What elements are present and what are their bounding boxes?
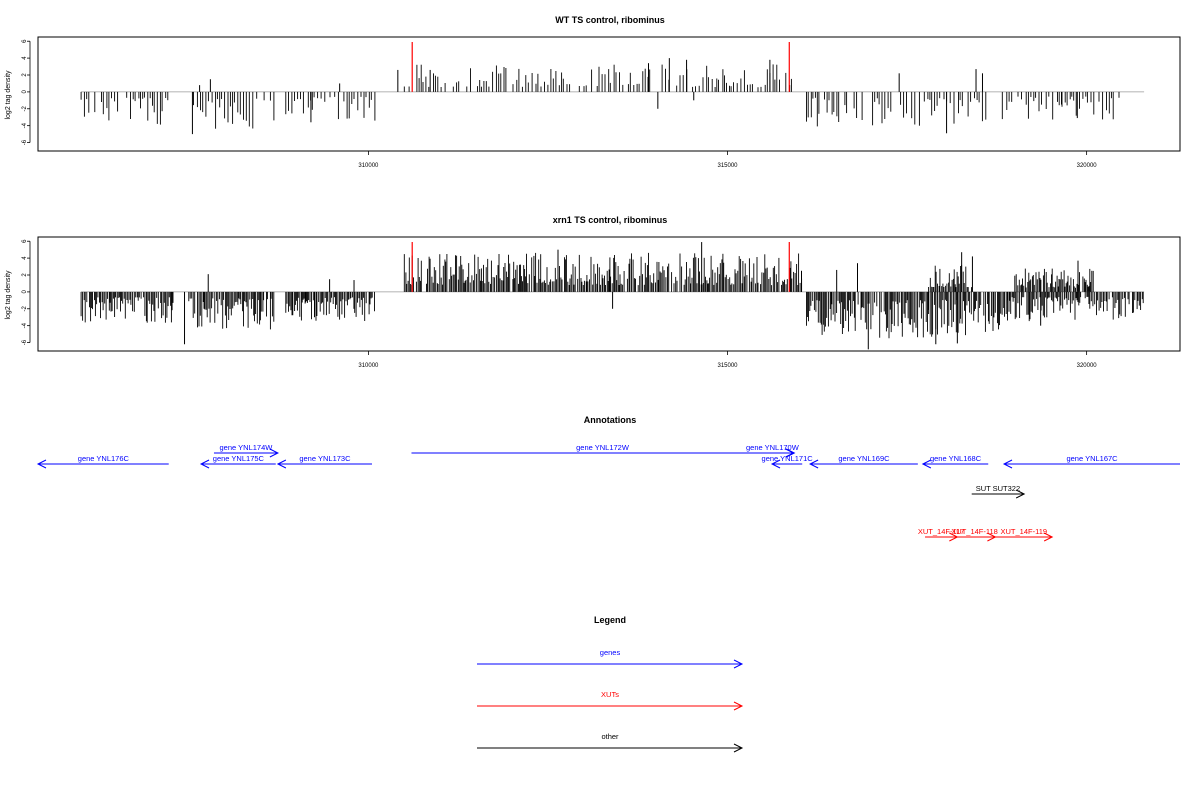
- feature-gene-arrowhead: [1002, 459, 1013, 469]
- annotation-feature: gene YNL172W: [411, 443, 795, 458]
- y-tick-label: 6: [22, 239, 28, 243]
- xrn1-plot-frame: [37, 236, 1181, 352]
- feature-xut-arrowhead: [1043, 532, 1054, 542]
- y-tick-label: -6: [22, 339, 28, 345]
- wt-tag-density-panel: WT TS control, ribominus log2 tag densit…: [5, 15, 1181, 169]
- feature-label: gene YNL174W: [220, 443, 274, 452]
- feature-label: gene YNL175C: [213, 454, 265, 463]
- feature-label: gene YNL176C: [78, 454, 130, 463]
- xrn1-panel-title: xrn1 TS control, ribominus: [553, 215, 668, 225]
- wt-density-bars: [80, 58, 1145, 135]
- y-tick-label: -2: [22, 305, 28, 311]
- legend-label: XUTs: [601, 690, 619, 699]
- feature-label: gene YNL170W: [746, 443, 800, 452]
- x-tick-label: 310000: [358, 163, 379, 169]
- xrn1-tag-density-panel: xrn1 TS control, ribominus log2 tag dens…: [5, 215, 1181, 369]
- feature-label: gene YNL172W: [576, 443, 630, 452]
- x-tick-label: 320000: [1077, 363, 1098, 369]
- xrn1-boundary-markers: [411, 242, 790, 292]
- feature-label: gene YNL171C: [762, 454, 814, 463]
- feature-gene-arrowhead: [786, 448, 796, 458]
- wt-boundary-markers: [411, 42, 790, 92]
- xrn1-y-axis: 6 4 2 0 -2 -4 -6: [22, 239, 31, 345]
- y-tick-label: 2: [22, 273, 28, 277]
- annotations-title: Annotations: [584, 415, 637, 425]
- feature-label: gene YNL168C: [930, 454, 982, 463]
- x-tick-label: 320000: [1077, 163, 1098, 169]
- y-tick-label: -4: [22, 322, 28, 328]
- y-tick-label: 0: [22, 290, 28, 294]
- y-tick-label: 2: [22, 73, 28, 77]
- feature-gene-arrowhead: [808, 459, 819, 469]
- legend-arrowhead: [733, 743, 744, 753]
- legend-item: XUTs: [477, 690, 744, 711]
- annotation-feature: gene YNL174W: [213, 443, 280, 458]
- annotation-features: gene YNL176C gene YNL174W gene YNL175C gene…: [36, 443, 1180, 542]
- annotation-feature: SUT SUT322: [971, 484, 1026, 499]
- legend-item: genes: [477, 648, 744, 669]
- feature-label: gene YNL169C: [838, 454, 890, 463]
- xrn1-density-bars: [80, 242, 1145, 350]
- y-tick-label: 4: [22, 56, 28, 60]
- annotation-feature: gene YNL167C: [1002, 454, 1180, 469]
- feature-gene-arrowhead: [36, 459, 47, 469]
- annotation-feature: gene YNL169C: [808, 454, 918, 469]
- feature-gene-arrowhead: [276, 459, 287, 469]
- feature-label: SUT SUT322: [976, 484, 1020, 493]
- y-tick-label: -4: [22, 122, 28, 128]
- feature-other-arrowhead: [1015, 489, 1026, 499]
- feature-gene-arrowhead: [921, 459, 932, 469]
- xrn1-x-axis: 310000 315000 320000: [358, 351, 1097, 369]
- feature-gene-arrowhead: [770, 459, 781, 469]
- annotation-feature: gene YNL170W: [746, 443, 800, 458]
- x-tick-label: 310000: [358, 363, 379, 369]
- x-tick-label: 315000: [717, 363, 738, 369]
- legend-arrowhead: [733, 659, 744, 669]
- feature-label: XUT_14F-118: [951, 527, 998, 536]
- legend: Legend genes XUTs other: [477, 615, 744, 753]
- legend-title: Legend: [594, 615, 626, 625]
- y-tick-label: 0: [22, 90, 28, 94]
- legend-item: other: [477, 732, 744, 753]
- x-tick-label: 315000: [717, 163, 738, 169]
- feature-label: gene YNL167C: [1066, 454, 1118, 463]
- feature-gene-arrowhead: [269, 448, 280, 458]
- legend-label: genes: [600, 648, 621, 657]
- wt-panel-title: WT TS control, ribominus: [555, 15, 665, 25]
- y-tick-label: -2: [22, 105, 28, 111]
- wt-plot-frame: [37, 36, 1181, 152]
- legend-arrowhead: [733, 701, 744, 711]
- annotation-feature: gene YNL176C: [36, 454, 169, 469]
- y-tick-label: -6: [22, 139, 28, 145]
- feature-label: gene YNL173C: [299, 454, 351, 463]
- legend-items: genes XUTs other: [477, 648, 744, 753]
- wt-y-axis-label: log2 tag density: [5, 70, 12, 120]
- xrn1-y-axis-label: log2 tag density: [5, 270, 12, 320]
- legend-label: other: [601, 732, 619, 741]
- wt-y-axis: 6 4 2 0 -2 -4 -6: [22, 39, 31, 145]
- annotation-feature: gene YNL171C: [762, 454, 814, 469]
- feature-gene-arrowhead: [199, 459, 210, 469]
- wt-x-axis: 310000 315000 320000: [358, 151, 1097, 169]
- y-tick-label: 6: [22, 39, 28, 43]
- annotation-feature: gene YNL173C: [276, 454, 372, 469]
- annotation-feature: XUT_14F-119: [995, 527, 1054, 542]
- annotation-feature: gene YNL175C: [199, 454, 276, 469]
- annotation-feature: gene YNL168C: [921, 454, 989, 469]
- y-tick-label: 4: [22, 256, 28, 260]
- annotation-feature: XUT_14F-118: [951, 527, 998, 542]
- feature-label: XUT_14F-119: [1001, 527, 1048, 536]
- feature-label: XUT_14F-117: [918, 527, 965, 536]
